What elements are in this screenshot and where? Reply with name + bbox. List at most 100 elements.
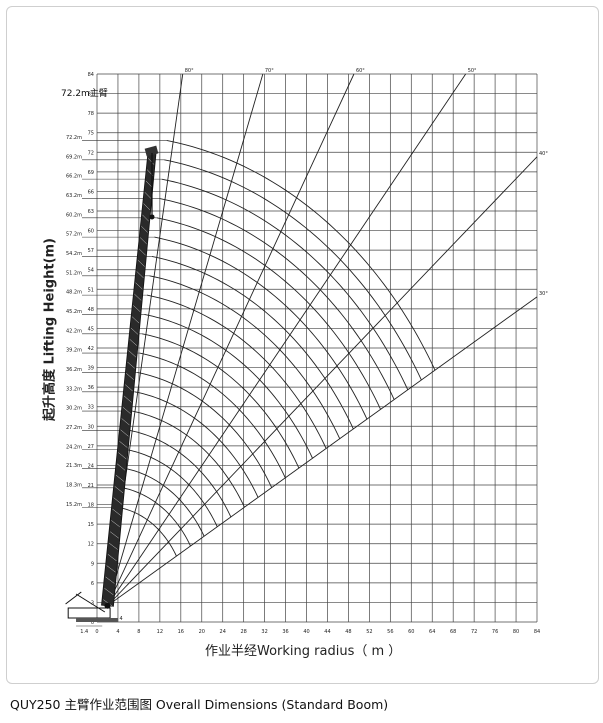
boom-length-label: 36.2m <box>66 367 82 373</box>
boom-length-label: 18.3m <box>66 482 82 488</box>
boom-lattice <box>113 497 123 505</box>
y-tick-label: 63 <box>88 209 94 215</box>
boom-length-label: 51.2m <box>66 270 82 276</box>
radius-arc <box>122 487 191 547</box>
dimension-label: 1.4 <box>80 629 88 635</box>
boom-lattice <box>137 259 145 267</box>
y-tick-label: 72 <box>88 150 94 156</box>
boom-pivot <box>104 602 111 609</box>
radius-arc <box>119 507 177 557</box>
angle-ray <box>107 73 355 606</box>
counter-jib <box>65 591 82 605</box>
y-tick-label: 66 <box>88 189 94 195</box>
y-tick-label: 81 <box>88 92 94 98</box>
boom-length-label: 54.2m <box>66 251 82 257</box>
y-tick-label: 30 <box>88 424 94 430</box>
y-tick-label: 9 <box>91 561 94 567</box>
y-tick-label: 78 <box>88 111 94 117</box>
x-axis-label: 作业半经Working radius（ m ） <box>205 644 402 659</box>
radius-arc <box>154 236 368 420</box>
radius-arc <box>161 178 409 390</box>
boom-lattice <box>105 576 115 584</box>
boom-length-label: 33.2m <box>66 386 82 392</box>
radius-arc <box>156 217 381 410</box>
boom-lattice <box>126 373 134 380</box>
y-tick-label: 21 <box>88 483 94 489</box>
x-tick-label: 12 <box>157 629 163 635</box>
angle-label: 80° <box>185 68 194 74</box>
angle-ray <box>107 296 538 607</box>
boom-lattice <box>119 441 128 448</box>
x-tick-label: 16 <box>178 629 184 635</box>
angle-label: 70° <box>265 68 274 74</box>
figure-caption: QUY250 主臂作业范围图 Overall Dimensions (Stand… <box>10 697 389 712</box>
x-tick-label: 56 <box>387 629 393 635</box>
radius-arc <box>149 275 341 439</box>
boom-lattice <box>118 452 127 460</box>
y-tick-label: 75 <box>88 131 94 137</box>
y-tick-label: 36 <box>88 385 94 391</box>
boom-lattice <box>120 429 129 437</box>
boom-lattice <box>108 542 118 550</box>
y-tick-label: 33 <box>88 405 94 411</box>
boom-length-label: 60.2m <box>66 212 82 218</box>
x-tick-label: 24 <box>220 629 226 635</box>
radius-arc <box>146 294 327 449</box>
y-tick-label: 48 <box>88 307 94 313</box>
x-tick-label: 36 <box>282 629 288 635</box>
boom-lattice <box>122 407 131 414</box>
y-tick-label: 0 <box>91 620 94 626</box>
boom-lattice <box>144 192 152 199</box>
crane-carrier <box>67 607 111 619</box>
boom-length-label: 69.2m <box>66 154 82 160</box>
boom-lattice <box>111 520 120 528</box>
x-tick-label: 32 <box>261 629 267 635</box>
boom-lattice <box>134 293 142 301</box>
radius-arc <box>127 449 218 527</box>
y-tick-label: 57 <box>88 248 94 254</box>
y-tick-label: 15 <box>88 522 94 528</box>
y-tick-label: 27 <box>88 444 94 450</box>
boom-lattice <box>121 418 130 426</box>
x-tick-label: 80 <box>513 629 519 635</box>
boom-lattice <box>125 384 133 392</box>
boom-lattice <box>104 587 114 596</box>
boom-length-label: 48.2m <box>66 290 82 296</box>
radius-arc <box>141 333 300 469</box>
angle-label: 50° <box>468 68 477 74</box>
x-tick-label: 76 <box>492 629 498 635</box>
radius-arc <box>159 198 395 400</box>
radius-arc <box>166 140 436 371</box>
y-tick-label: 42 <box>88 346 94 352</box>
x-tick-label: 60 <box>408 629 414 635</box>
radius-arc <box>139 352 286 479</box>
radius-arc <box>151 256 354 430</box>
boom-lattice <box>106 565 116 573</box>
y-tick-label: 84 <box>88 72 94 78</box>
x-tick-label: 40 <box>303 629 309 635</box>
boom-lattice <box>123 395 132 403</box>
angle-ray <box>107 156 538 607</box>
boom-lattice <box>128 350 137 358</box>
boom-length-label: 45.2m <box>66 309 82 315</box>
boom-length-label: 39.2m <box>66 348 82 354</box>
boom-head <box>144 145 159 157</box>
x-tick-label: 72 <box>471 629 477 635</box>
hook-block <box>149 214 155 220</box>
radius-arc <box>144 313 313 459</box>
boom-lattice <box>138 248 146 256</box>
boom-length-label: 15.2m <box>66 502 82 508</box>
boom-length-label: 66.2m <box>66 174 82 180</box>
y-axis-label: 起升高度 Lifting Height(m) <box>42 237 58 422</box>
x-tick-label: 84 <box>534 629 540 635</box>
dimension-label: 4 <box>120 616 123 622</box>
y-tick-label: 69 <box>88 170 94 176</box>
boom-lattice <box>142 214 149 222</box>
x-tick-label: 28 <box>240 629 246 635</box>
y-tick-label: 24 <box>88 463 94 469</box>
boom-lattice <box>143 203 150 211</box>
boom-lattice <box>135 282 143 290</box>
boom-lattice <box>129 339 138 346</box>
boom-lattice <box>127 361 135 369</box>
